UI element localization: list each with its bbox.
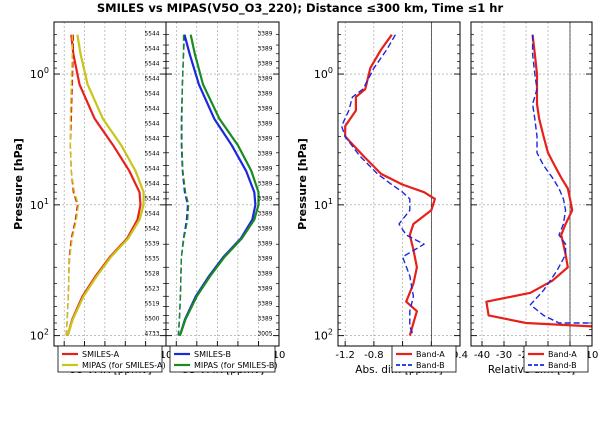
series-line <box>66 34 145 336</box>
sample-count: 3389 <box>258 195 273 203</box>
series-line <box>529 34 592 324</box>
tick-label-y-text: 100 <box>314 66 333 81</box>
legend-label: Band-B <box>416 361 445 370</box>
sample-count: 5544 <box>145 195 160 203</box>
legend: Band-A Band-B <box>523 345 589 373</box>
tick-label-y-text: 100 <box>30 66 49 81</box>
series-line <box>66 34 142 336</box>
sample-count: 3389 <box>258 60 273 68</box>
sample-count: 3389 <box>258 240 273 248</box>
tick-label-x: -30 <box>496 350 512 361</box>
legend-label: SMILES-B <box>194 350 231 359</box>
sample-count: 5539 <box>145 240 160 248</box>
tick-label-y-text: 101 <box>314 197 333 212</box>
tick-label-x: 10 <box>586 350 599 361</box>
sample-count: 5519 <box>145 300 160 308</box>
legend: SMILES-B MIPAS (for SMILES-B) <box>169 345 277 373</box>
legend-box <box>57 345 163 373</box>
legend-label: Band-A <box>548 350 577 359</box>
tick-label-y: 102 <box>314 328 333 343</box>
sample-count: 5544 <box>145 30 160 38</box>
tick-label-x: 10 <box>273 350 286 361</box>
tick-label-y: 100 <box>30 66 49 81</box>
series-line <box>340 34 425 336</box>
sample-count: 3005 <box>258 330 273 338</box>
sample-count: 3389 <box>258 135 273 143</box>
plot-frame <box>470 21 593 347</box>
series-line <box>65 34 80 336</box>
figure-title: SMILES vs MIPAS(V5O_O3_220); Distance ≤3… <box>96 1 504 15</box>
sample-count: 3389 <box>258 255 273 263</box>
tick-label-y-text: 102 <box>314 328 333 343</box>
sample-count: 5544 <box>145 75 160 83</box>
legend-box <box>523 345 589 373</box>
sample-count: 5544 <box>145 120 160 128</box>
tick-label-x: 0.4 <box>452 350 468 361</box>
sample-count: 5544 <box>145 60 160 68</box>
sample-count: 3389 <box>258 225 273 233</box>
sample-count: 5544 <box>145 105 160 113</box>
sample-count: 3389 <box>258 210 273 218</box>
sample-count: 3389 <box>258 285 273 293</box>
tick-label-y-text: 101 <box>30 197 49 212</box>
series-line <box>344 34 436 336</box>
legend-box <box>391 345 457 373</box>
tick-label-x: 10 <box>160 350 173 361</box>
sample-count: 5500 <box>145 315 160 323</box>
tick-label-x: -0.8 <box>364 350 384 361</box>
legend-label: Band-A <box>416 350 445 359</box>
sample-count: 5544 <box>145 135 160 143</box>
sample-count: 3389 <box>258 300 273 308</box>
sample-count: 5542 <box>145 225 160 233</box>
sample-count: 5544 <box>145 90 160 98</box>
sample-count: 5528 <box>145 270 160 278</box>
sample-count: 3389 <box>258 315 273 323</box>
legend-box <box>169 345 276 373</box>
sample-count: 4733 <box>145 330 160 338</box>
tick-label-x: -40 <box>474 350 490 361</box>
series-line <box>485 34 593 328</box>
legend: SMILES-A MIPAS (for SMILES-A) <box>57 345 166 373</box>
tick-label-y: 102 <box>30 328 49 343</box>
tick-label-y-text: 102 <box>30 328 49 343</box>
tick-label-y: 101 <box>30 197 49 212</box>
axis-label-y: Pressure [hPa] <box>296 138 309 230</box>
sample-count: 5544 <box>145 150 160 158</box>
sample-count: 5544 <box>145 165 160 173</box>
tick-label-y: 101 <box>314 197 333 212</box>
sample-count: 5535 <box>145 255 160 263</box>
sample-count: 3389 <box>258 120 273 128</box>
sample-count: 3389 <box>258 30 273 38</box>
sample-count: 3389 <box>258 150 273 158</box>
sample-count: 3389 <box>258 45 273 53</box>
tick-label-x: -1.2 <box>335 350 355 361</box>
axis-label-y: Pressure [hPa] <box>12 138 25 230</box>
legend-label: MIPAS (for SMILES-B) <box>194 361 277 370</box>
sample-count: 3389 <box>258 90 273 98</box>
sample-count: 3389 <box>258 165 273 173</box>
sample-count: 3389 <box>258 180 273 188</box>
legend-label: Band-B <box>548 361 577 370</box>
sample-count: 3389 <box>258 270 273 278</box>
tick-label-y: 100 <box>314 66 333 81</box>
legend: Band-A Band-B <box>391 345 457 373</box>
sample-count: 3389 <box>258 75 273 83</box>
sample-count: 5523 <box>145 285 160 293</box>
series-line <box>177 34 190 336</box>
series-line <box>178 34 260 336</box>
sample-count: 5544 <box>145 210 160 218</box>
sample-count: 3389 <box>258 105 273 113</box>
sample-count: 5544 <box>145 180 160 188</box>
sample-count: 5544 <box>145 45 160 53</box>
legend-label: MIPAS (for SMILES-A) <box>82 361 166 370</box>
legend-label: SMILES-A <box>82 350 120 359</box>
